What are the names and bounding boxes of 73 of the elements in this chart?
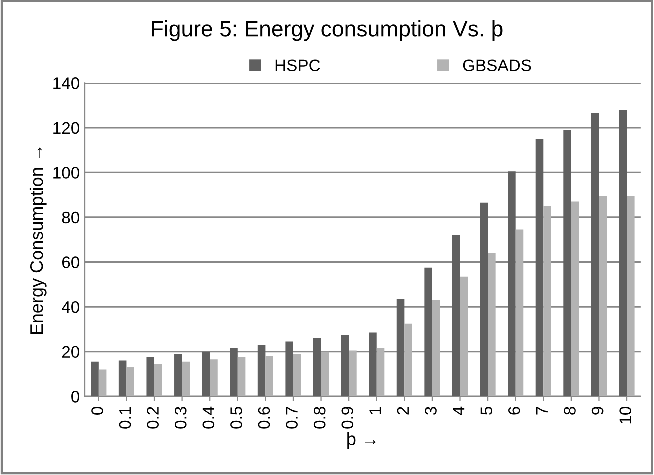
x-tick-label: 7 (536, 407, 548, 415)
x-tick-label: 0.3 (174, 407, 187, 429)
bar (460, 276, 468, 397)
y-tick-label: 0 (72, 391, 80, 403)
y-tick-label: 20 (62, 346, 80, 358)
bar (432, 300, 440, 397)
x-tick-label: 0.1 (119, 407, 132, 429)
bar (154, 364, 162, 397)
x-axis-title: þ → (348, 432, 376, 450)
y-axis-title: Energy Consumption → (30, 148, 47, 334)
x-tick-label: 0.7 (286, 407, 298, 429)
bar (321, 352, 330, 397)
bar (266, 356, 274, 397)
bar (174, 354, 182, 397)
y-tick-label: 140 (54, 78, 80, 90)
bar (258, 345, 266, 397)
bar (376, 348, 385, 397)
bar (508, 172, 516, 397)
bar (126, 368, 134, 397)
x-tick-label: 0.6 (258, 407, 270, 429)
bar (98, 370, 107, 397)
bar (480, 202, 488, 397)
bar (404, 324, 412, 397)
bar (571, 202, 580, 397)
bar (488, 253, 496, 397)
bar (202, 352, 210, 397)
x-tick-label: 4 (453, 406, 465, 416)
bar (536, 139, 544, 397)
bar (293, 354, 302, 397)
x-tick-label: 3 (425, 407, 437, 415)
bar (599, 196, 608, 397)
bar (396, 299, 405, 397)
bar (341, 335, 350, 397)
x-tick-label: 1 (370, 407, 382, 414)
bar (627, 196, 635, 397)
bar (452, 235, 460, 397)
legend-label: HSPC (276, 60, 320, 72)
y-tick-label: 40 (62, 301, 80, 314)
bar (313, 338, 322, 397)
x-tick-label: 0.8 (314, 407, 326, 429)
x-tick-label: 0 (92, 407, 104, 415)
bar (369, 332, 377, 397)
bar (591, 113, 600, 397)
chart-title: Figure 5: Energy consumption Vs. þ (152, 20, 503, 42)
x-tick-label: 9 (592, 407, 604, 415)
bar (146, 357, 155, 397)
bar (182, 362, 190, 397)
bar (619, 110, 628, 397)
bar (286, 342, 294, 397)
bar (516, 230, 524, 397)
x-tick-label: 0.4 (202, 406, 215, 429)
bar (349, 350, 357, 397)
legend-label: GBSADS (463, 60, 532, 72)
x-tick-label: 0.9 (342, 407, 354, 429)
bar (210, 360, 218, 397)
x-tick-label: 2 (397, 407, 409, 415)
bar (564, 130, 572, 397)
y-tick-label: 120 (54, 122, 80, 134)
bar (544, 206, 552, 397)
bar (118, 360, 127, 397)
x-tick-label: 0.2 (147, 407, 159, 429)
bar (91, 362, 99, 397)
y-tick-label: 80 (62, 212, 80, 224)
bar (238, 357, 246, 397)
bar (230, 348, 238, 397)
x-tick-label: 10 (620, 406, 632, 424)
y-tick-label: 100 (54, 167, 80, 179)
bar (424, 268, 432, 397)
x-tick-label: 5 (480, 407, 493, 415)
y-tick-label: 60 (62, 256, 80, 268)
x-tick-label: 6 (508, 407, 520, 415)
x-tick-label: 8 (564, 407, 576, 415)
x-tick-label: 0.5 (230, 407, 242, 429)
